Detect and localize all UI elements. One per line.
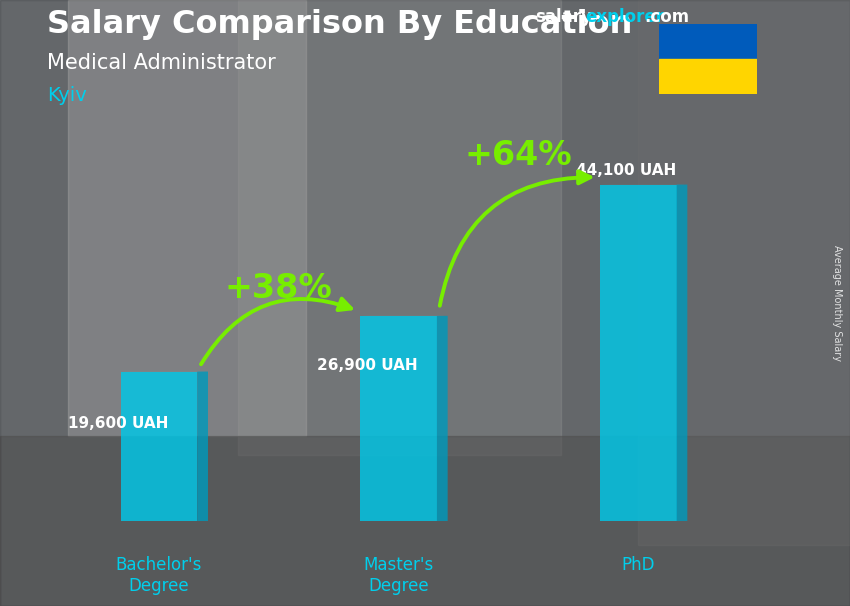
Text: +38%: +38% [224, 272, 332, 305]
Text: Medical Administrator: Medical Administrator [47, 53, 275, 73]
Text: Bachelor's
Degree: Bachelor's Degree [116, 556, 202, 595]
Bar [68, 0, 306, 436]
Text: Average Monthly Salary: Average Monthly Salary [831, 245, 842, 361]
Bar [659, 24, 756, 59]
Bar [638, 0, 850, 545]
Text: +64%: +64% [465, 139, 572, 171]
Text: 26,900 UAH: 26,900 UAH [317, 358, 417, 373]
Text: 19,600 UAH: 19,600 UAH [68, 416, 168, 431]
Text: explorer: explorer [585, 8, 664, 26]
Text: .com: .com [644, 8, 689, 26]
FancyArrowPatch shape [439, 171, 590, 306]
Polygon shape [121, 371, 197, 521]
Polygon shape [437, 316, 448, 521]
Polygon shape [677, 185, 688, 521]
Text: Kyiv: Kyiv [47, 86, 87, 105]
FancyArrowPatch shape [201, 299, 351, 364]
Polygon shape [360, 316, 437, 521]
Text: PhD: PhD [621, 556, 655, 574]
Polygon shape [600, 185, 677, 521]
Bar [659, 59, 756, 94]
Bar [0, 436, 850, 606]
Text: Salary Comparison By Education: Salary Comparison By Education [47, 9, 632, 40]
Text: 44,100 UAH: 44,100 UAH [576, 163, 676, 178]
Polygon shape [197, 371, 208, 521]
Text: Master's
Degree: Master's Degree [364, 556, 434, 595]
Text: salary: salary [536, 8, 592, 26]
Bar [238, 0, 561, 454]
